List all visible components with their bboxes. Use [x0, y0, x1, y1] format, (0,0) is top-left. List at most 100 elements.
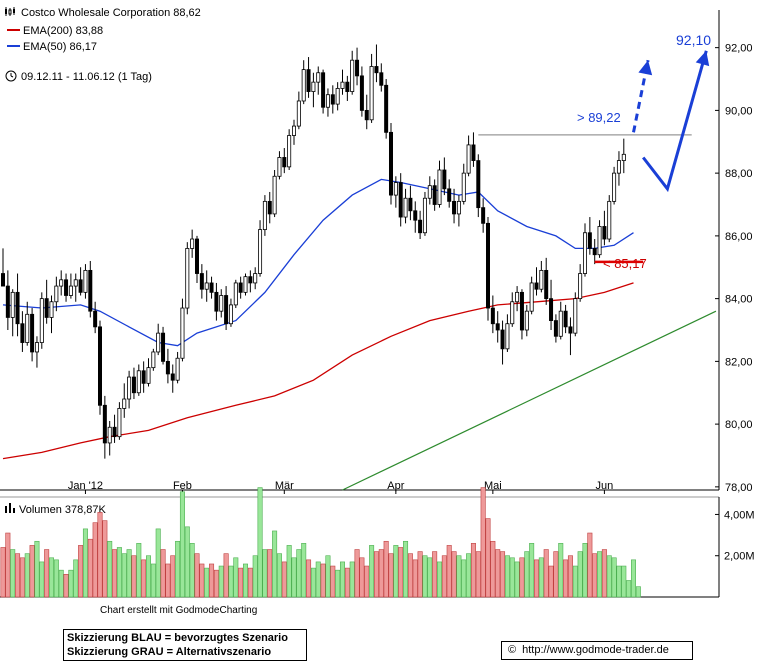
- volume-bar: [577, 551, 583, 598]
- candle-body: [277, 157, 282, 177]
- candle: [442, 157, 447, 196]
- candle: [388, 122, 393, 205]
- candle: [568, 317, 573, 356]
- volume-bar: [136, 543, 142, 598]
- volume-title: Volumen 378,87K: [19, 504, 107, 516]
- candle-body: [136, 370, 141, 394]
- ema200-legend-label: EMA(200) 83,88: [23, 25, 103, 37]
- volume-bar: [514, 561, 520, 598]
- volume-bar: [5, 532, 11, 598]
- time-tick-label: Jun: [596, 480, 614, 492]
- volume-bar: [572, 565, 578, 598]
- volume-bar: [339, 561, 345, 598]
- candle: [39, 292, 44, 349]
- time-tick-label: Feb: [173, 480, 192, 492]
- volume-bar: [427, 557, 433, 598]
- candle-body: [141, 370, 146, 384]
- volume-bar: [175, 540, 181, 598]
- volume-bar: [621, 565, 627, 598]
- candle-body: [0, 273, 6, 287]
- candle: [228, 298, 233, 327]
- source-link-box[interactable]: © http://www.godmode-trader.de: [501, 641, 693, 660]
- candle: [272, 170, 277, 218]
- candle-body: [345, 81, 350, 92]
- volume-bar: [393, 545, 399, 598]
- volume-bar: [344, 567, 350, 598]
- candle: [44, 279, 49, 324]
- candle: [418, 210, 423, 240]
- volume-bar: [417, 551, 423, 598]
- candle: [330, 85, 335, 114]
- volume-bar: [524, 551, 530, 598]
- volume-bar: [48, 557, 54, 598]
- candle: [156, 323, 161, 356]
- candle: [325, 88, 330, 117]
- candle-body: [340, 81, 345, 89]
- annotation-layer: > 89,22 < 85,17 92,10: [577, 32, 711, 271]
- candle: [25, 301, 30, 346]
- candle: [321, 69, 326, 114]
- candle-body: [25, 313, 30, 343]
- candle-body: [524, 310, 529, 331]
- candle: [180, 298, 185, 362]
- candle: [398, 173, 403, 227]
- candle: [117, 402, 122, 440]
- candle: [311, 72, 316, 108]
- volume-bar: [189, 543, 195, 598]
- volume-bar: [533, 559, 539, 598]
- candle-body: [224, 295, 229, 325]
- volume-bar: [432, 551, 438, 598]
- time-tick-label: Mai: [484, 480, 502, 492]
- volume-bar: [0, 547, 6, 598]
- candle-body: [563, 310, 568, 328]
- candle: [427, 176, 432, 205]
- candle-body: [476, 160, 481, 209]
- candle-body: [413, 210, 418, 221]
- candle: [10, 289, 15, 337]
- volume-bar: [44, 549, 50, 598]
- volume-bar: [243, 563, 249, 598]
- volume-bar: [500, 551, 506, 598]
- candle: [500, 320, 505, 365]
- candle-body: [98, 326, 103, 406]
- candle-body: [112, 426, 117, 438]
- candle: [277, 151, 282, 180]
- volume-bar: [407, 553, 413, 598]
- candle-body: [568, 326, 573, 334]
- candle-body: [49, 301, 54, 318]
- volume-bar: [398, 547, 404, 598]
- candle: [122, 383, 127, 418]
- volume-bar: [247, 567, 253, 598]
- volume-bar: [592, 553, 598, 598]
- volume-bar: [335, 569, 341, 598]
- price-tick-label: 84,00: [725, 294, 753, 306]
- volume-bar: [252, 555, 258, 598]
- source-url[interactable]: http://www.godmode-trader.de: [522, 644, 669, 656]
- candle-body: [10, 291, 15, 318]
- candle-body: [59, 279, 64, 287]
- candle: [612, 166, 617, 205]
- candle: [165, 348, 170, 384]
- candle-body: [485, 222, 490, 309]
- candle-body: [461, 172, 466, 202]
- candle-body: [233, 282, 238, 306]
- candle: [476, 154, 481, 218]
- volume-bar: [107, 540, 113, 598]
- candle: [408, 185, 413, 221]
- support-trendline: [342, 310, 717, 491]
- candle: [534, 267, 539, 296]
- candle-body: [170, 373, 175, 381]
- ema50-line: [2, 178, 634, 347]
- candle-body: [238, 282, 243, 293]
- candle: [214, 282, 219, 321]
- candle-body: [388, 131, 393, 196]
- candle: [592, 239, 597, 265]
- volume-bar: [369, 545, 375, 598]
- candle: [107, 420, 112, 456]
- candle: [616, 151, 621, 186]
- candle-body: [534, 282, 539, 290]
- candle: [587, 217, 592, 255]
- volume-bar: [291, 557, 297, 598]
- candle-body: [384, 84, 389, 133]
- chart-credit: Chart erstellt mit GodmodeCharting: [100, 605, 258, 616]
